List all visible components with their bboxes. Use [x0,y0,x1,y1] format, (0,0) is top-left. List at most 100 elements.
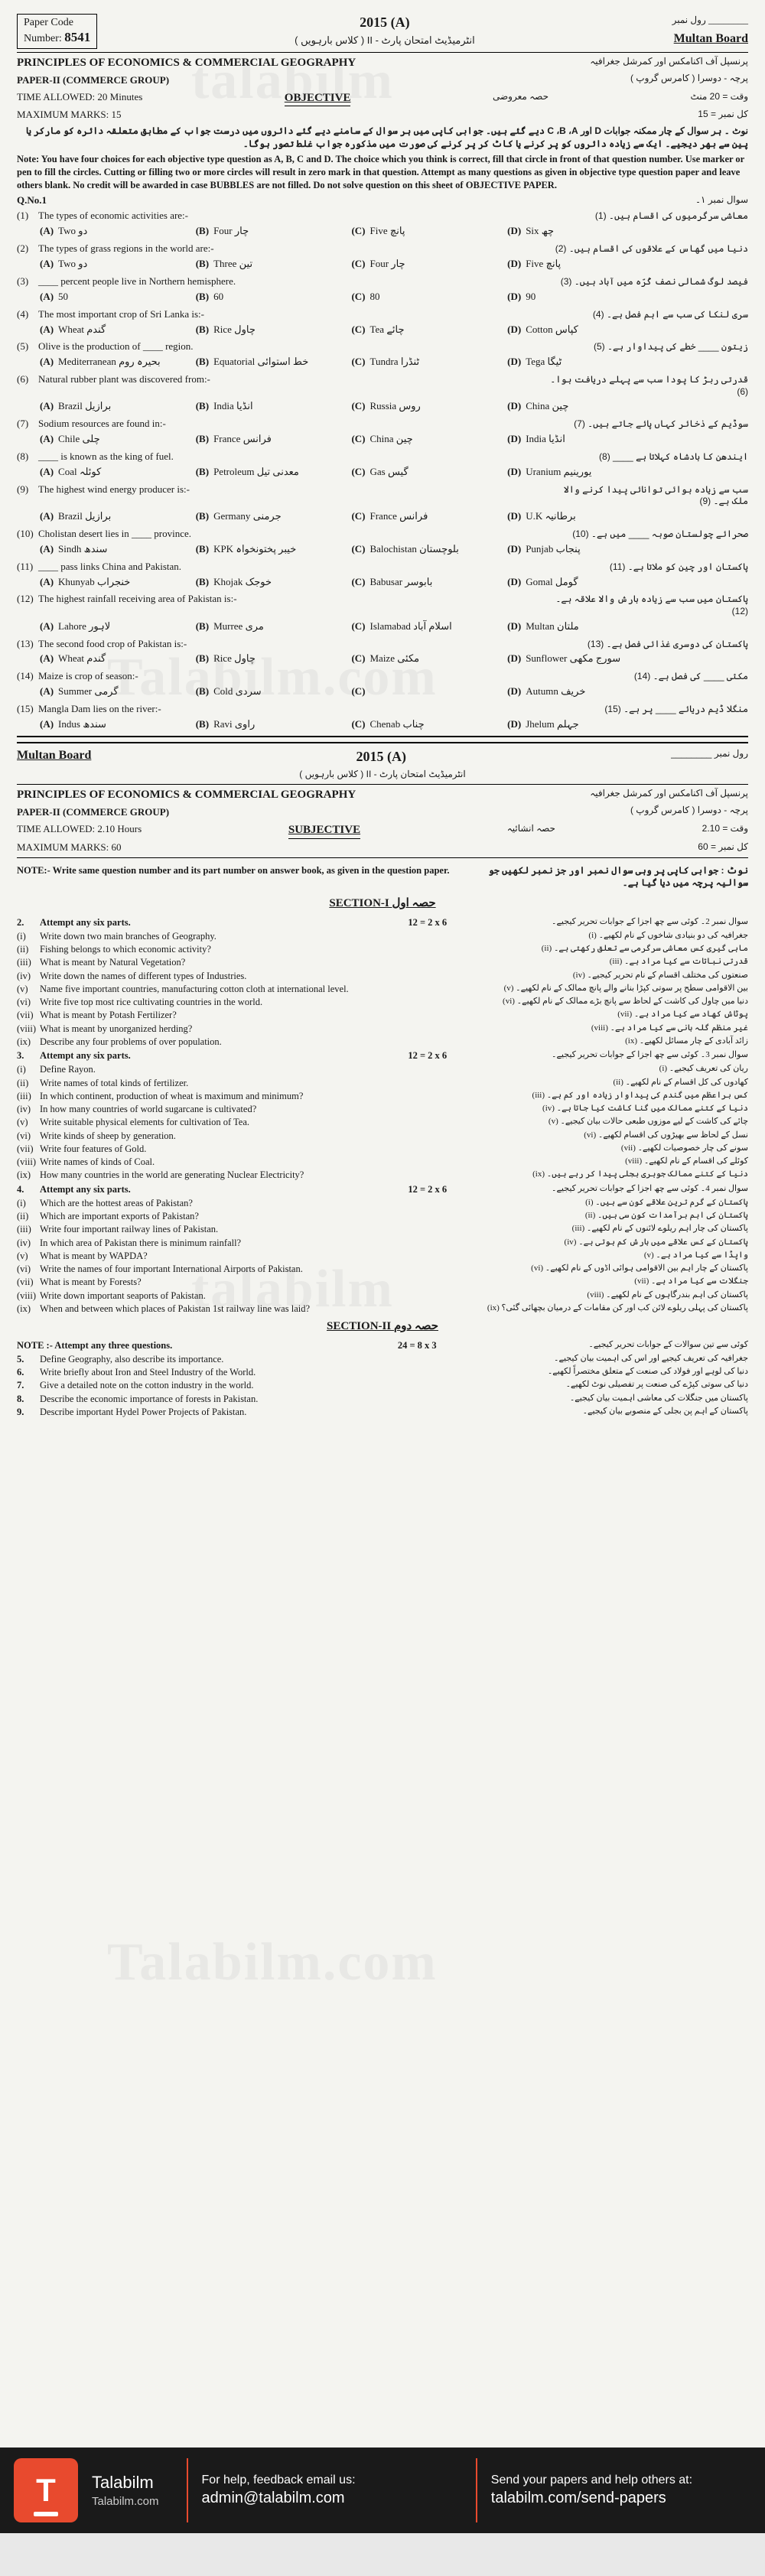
q3-attempt: Attempt any six parts. [40,1050,131,1061]
subj-title-urdu: پرنسپل آف اکنامکس اور کمرشل جغرافیہ [590,788,748,803]
question-part: (i)Define Rayon.ریان کی تعریف کیجیے۔ (i) [17,1063,748,1075]
q4-marks: 12 = 2 x 6 [408,1183,447,1195]
mcq-question: (12)The highest rainfall receiving area … [17,593,748,617]
paper-code-box: Paper Code Number: 8541 [17,14,97,49]
question-part: (vi)Write five top most rice cultivating… [17,996,748,1008]
year-subj: 2015 (A) [356,748,406,766]
q4-parts: (i)Which are the hottest areas of Pakist… [17,1197,748,1315]
mcq-options: (A)Khunyab خنجراب(B)Khojak خوجک(C)Babusa… [40,576,748,589]
footer-site: Talabilm.com [92,2494,159,2509]
section1-label: SECTION-I حصہ اول [17,896,748,912]
board-subj: Multan Board [17,748,91,764]
objective-label-urdu: حصہ معروضی [493,91,549,107]
question-part: (viii)Write names of kinds of Coal.کوئلے… [17,1156,748,1168]
question-part: (ix)When and between which places of Pak… [17,1303,748,1315]
section2-urdu: کوئی سے تین سوالات کے جوابات تحریر کیجیے… [437,1339,748,1351]
subj-note: NOTE:- Write same question number and it… [17,864,456,889]
roll-number: رول نمبر ________ [672,14,748,27]
q1-label: Q.No.1 [17,194,47,207]
question-part: (ii)Write names of total kinds of fertil… [17,1077,748,1089]
paper-code-value: Number: 8541 [24,30,90,46]
subj-note-urdu: نوٹ : جوابی کاپی پر وہی سوال نمبر اور جز… [456,864,748,889]
mcq-question: (5)Olive is the production of ____ regio… [17,340,748,353]
subjective-label-urdu: حصہ انشائیہ [507,823,555,839]
roll-subj: رول نمبر ________ [671,748,748,760]
intermediate-urdu: انٹرمیڈیٹ امتحان پارٹ - II ( کلاس بارہوی… [295,34,475,47]
subj-time-urdu: وقت = 2.10 [702,823,748,839]
question-part: (iv)In how many countries of world sugar… [17,1103,748,1115]
mcq-options: (A)Summer گرمی(B)Cold سردی(C)(D)Autumn خ… [40,685,748,698]
q4-attempt: Attempt any six parts. [40,1184,131,1195]
footer-email[interactable]: admin@talabilm.com [202,2488,462,2509]
long-question: 6.Write briefly about Iron and Steel Ind… [17,1366,748,1378]
q3-marks: 12 = 2 x 6 [408,1049,447,1062]
question-part: (vii)What is meant by Forests?جنگلات سے … [17,1276,748,1288]
question-part: (vi)Write kinds of sheep by generation.ن… [17,1130,748,1142]
footer-send-url[interactable]: talabilm.com/send-papers [491,2488,751,2509]
max-marks-urdu: کل نمبر = 15 [698,109,748,122]
question-part: (iv)Write down the names of different ty… [17,970,748,982]
subj-group-urdu: پرچہ - دوسرا ( کامرس گروپ ) [630,805,748,821]
intermediate-subj: انٹرمیڈیٹ امتحان پارٹ - II ( کلاس بارہوی… [17,769,748,781]
max-marks: MAXIMUM MARKS: 15 [17,109,122,122]
mcq-question: (8)____ is known as the king of fuel.این… [17,450,748,463]
question-part: (iii)In which continent, production of w… [17,1090,748,1102]
paper-group-urdu: پرچہ - دوسرا ( کامرس گروپ ) [630,73,748,89]
mcq-options: (A)Lahore لاہور(B)Murree مری(C)Islamabad… [40,620,748,633]
question-part: (vii)What is meant by Potash Fertilizer?… [17,1009,748,1021]
question-part: (iv)In which area of Pakistan there is m… [17,1237,748,1249]
footer-send: Send your papers and help others at: [491,2472,751,2489]
subject-title-urdu: پرنسپل آف اکنامکس اور کمرشل جغرافیہ [590,56,748,71]
paper-group: PAPER-II (COMMERCE GROUP) [17,74,169,87]
question-part: (ix)Describe any four problems of over p… [17,1036,748,1048]
objective-label: OBJECTIVE [285,91,351,107]
section2-note: NOTE :- Attempt any three questions. [17,1340,172,1351]
header-row: Paper Code Number: 8541 2015 (A) انٹرمیڈ… [17,14,748,49]
footer-logo: T [14,2458,78,2522]
q2-urdu: سوال نمبر 2۔ کوئی سے چھ اجزا کے جوابات ت… [447,916,748,929]
question-part: (v)Name five important countries, manufa… [17,983,748,995]
question-part: (iii)What is meant by Natural Vegetation… [17,956,748,968]
mcq-question: (10)Cholistan desert lies in ____ provin… [17,528,748,541]
time-allowed: TIME ALLOWED: 20 Minutes [17,91,142,107]
q1-label-urdu: سوال نمبر ۱۔ [695,194,748,207]
question-part: (vi)Write the names of four important In… [17,1263,748,1275]
footer-help: For help, feedback email us: [202,2472,462,2489]
subj-title: PRINCIPLES OF ECONOMICS & COMMERCIAL GEO… [17,788,356,803]
long-question: 8.Describe the economic importance of fo… [17,1393,748,1405]
footer-brand: Talabilm [92,2472,159,2494]
mcq-options: (A)Brazil برازیل(B)Germany جرمنی(C)Franc… [40,510,748,523]
long-question: 5.Define Geography, also describe its im… [17,1353,748,1365]
mcq-options: (A)Two دو(B)Four چار(C)Five پانچ(D)Six چ… [40,225,748,238]
mcq-question: (13)The second food crop of Pakistan is:… [17,638,748,651]
mcq-question: (9)The highest wind energy producer is:-… [17,483,748,508]
section2-marks: 24 = 8 x 3 [398,1339,437,1351]
question-part: (viii)What is meant by unorganized herdi… [17,1023,748,1035]
question-part: (viii)Write down important seaports of P… [17,1290,748,1302]
time-urdu: وقت = 20 منٹ [690,91,748,107]
long-question: 9.Describe important Hydel Power Project… [17,1406,748,1418]
mcq-options: (A)Wheat گندم(B)Rice چاول(C)Maize مکئی(D… [40,652,748,665]
exam-paper: talabilm Talabilm.com talabilm Talabilm.… [0,0,765,2448]
board-name: Multan Board [672,31,748,47]
question-part: (i)Write down two main branches of Geogr… [17,930,748,942]
q3-parts: (i)Define Rayon.ریان کی تعریف کیجیے۔ (i)… [17,1063,748,1181]
q2-marks: 12 = 2 x 6 [408,916,447,929]
mcq-options: (A)Chile چلی(B)France فرانس(C)China چین(… [40,433,748,446]
note-urdu: نوٹ ۔ ہر سوال کے چار ممکنہ جوابات D اور … [17,125,748,149]
mcq-options: (A)Brazil برازیل(B)India انڈیا(C)Russia … [40,400,748,413]
subject-title: PRINCIPLES OF ECONOMICS & COMMERCIAL GEO… [17,56,356,71]
mcq-options: (A)Wheat گندم(B)Rice چاول(C)Tea چائے(D)C… [40,324,748,337]
mcq-question: (14)Maize is crop of season:-مکئی ____ ک… [17,670,748,683]
question-part: (vii)Write four features of Gold.سونے کی… [17,1143,748,1155]
year: 2015 (A) [295,14,475,31]
mcq-options: (A)50(B)60(C)80(D)90 [40,291,748,304]
mcq-question: (15)Mangla Dam lies on the river:-منگلا … [17,703,748,716]
q3-urdu: سوال نمبر 3۔ کوئی سے چھ اجزا کے جوابات ت… [447,1049,748,1062]
section2-label: SECTION-II حصہ دوم [17,1319,748,1335]
subj-marks-urdu: کل نمبر = 60 [698,841,748,854]
mcq-question: (7)Sodium resources are found in:-سوڈیم … [17,418,748,431]
subj-time: TIME ALLOWED: 2.10 Hours [17,823,142,839]
mcq-question: (11)____ pass links China and Pakistan.پ… [17,561,748,574]
mcq-options: (A)Coal کوئلہ(B)Petroleum معدنی تیل(C)Ga… [40,466,748,479]
